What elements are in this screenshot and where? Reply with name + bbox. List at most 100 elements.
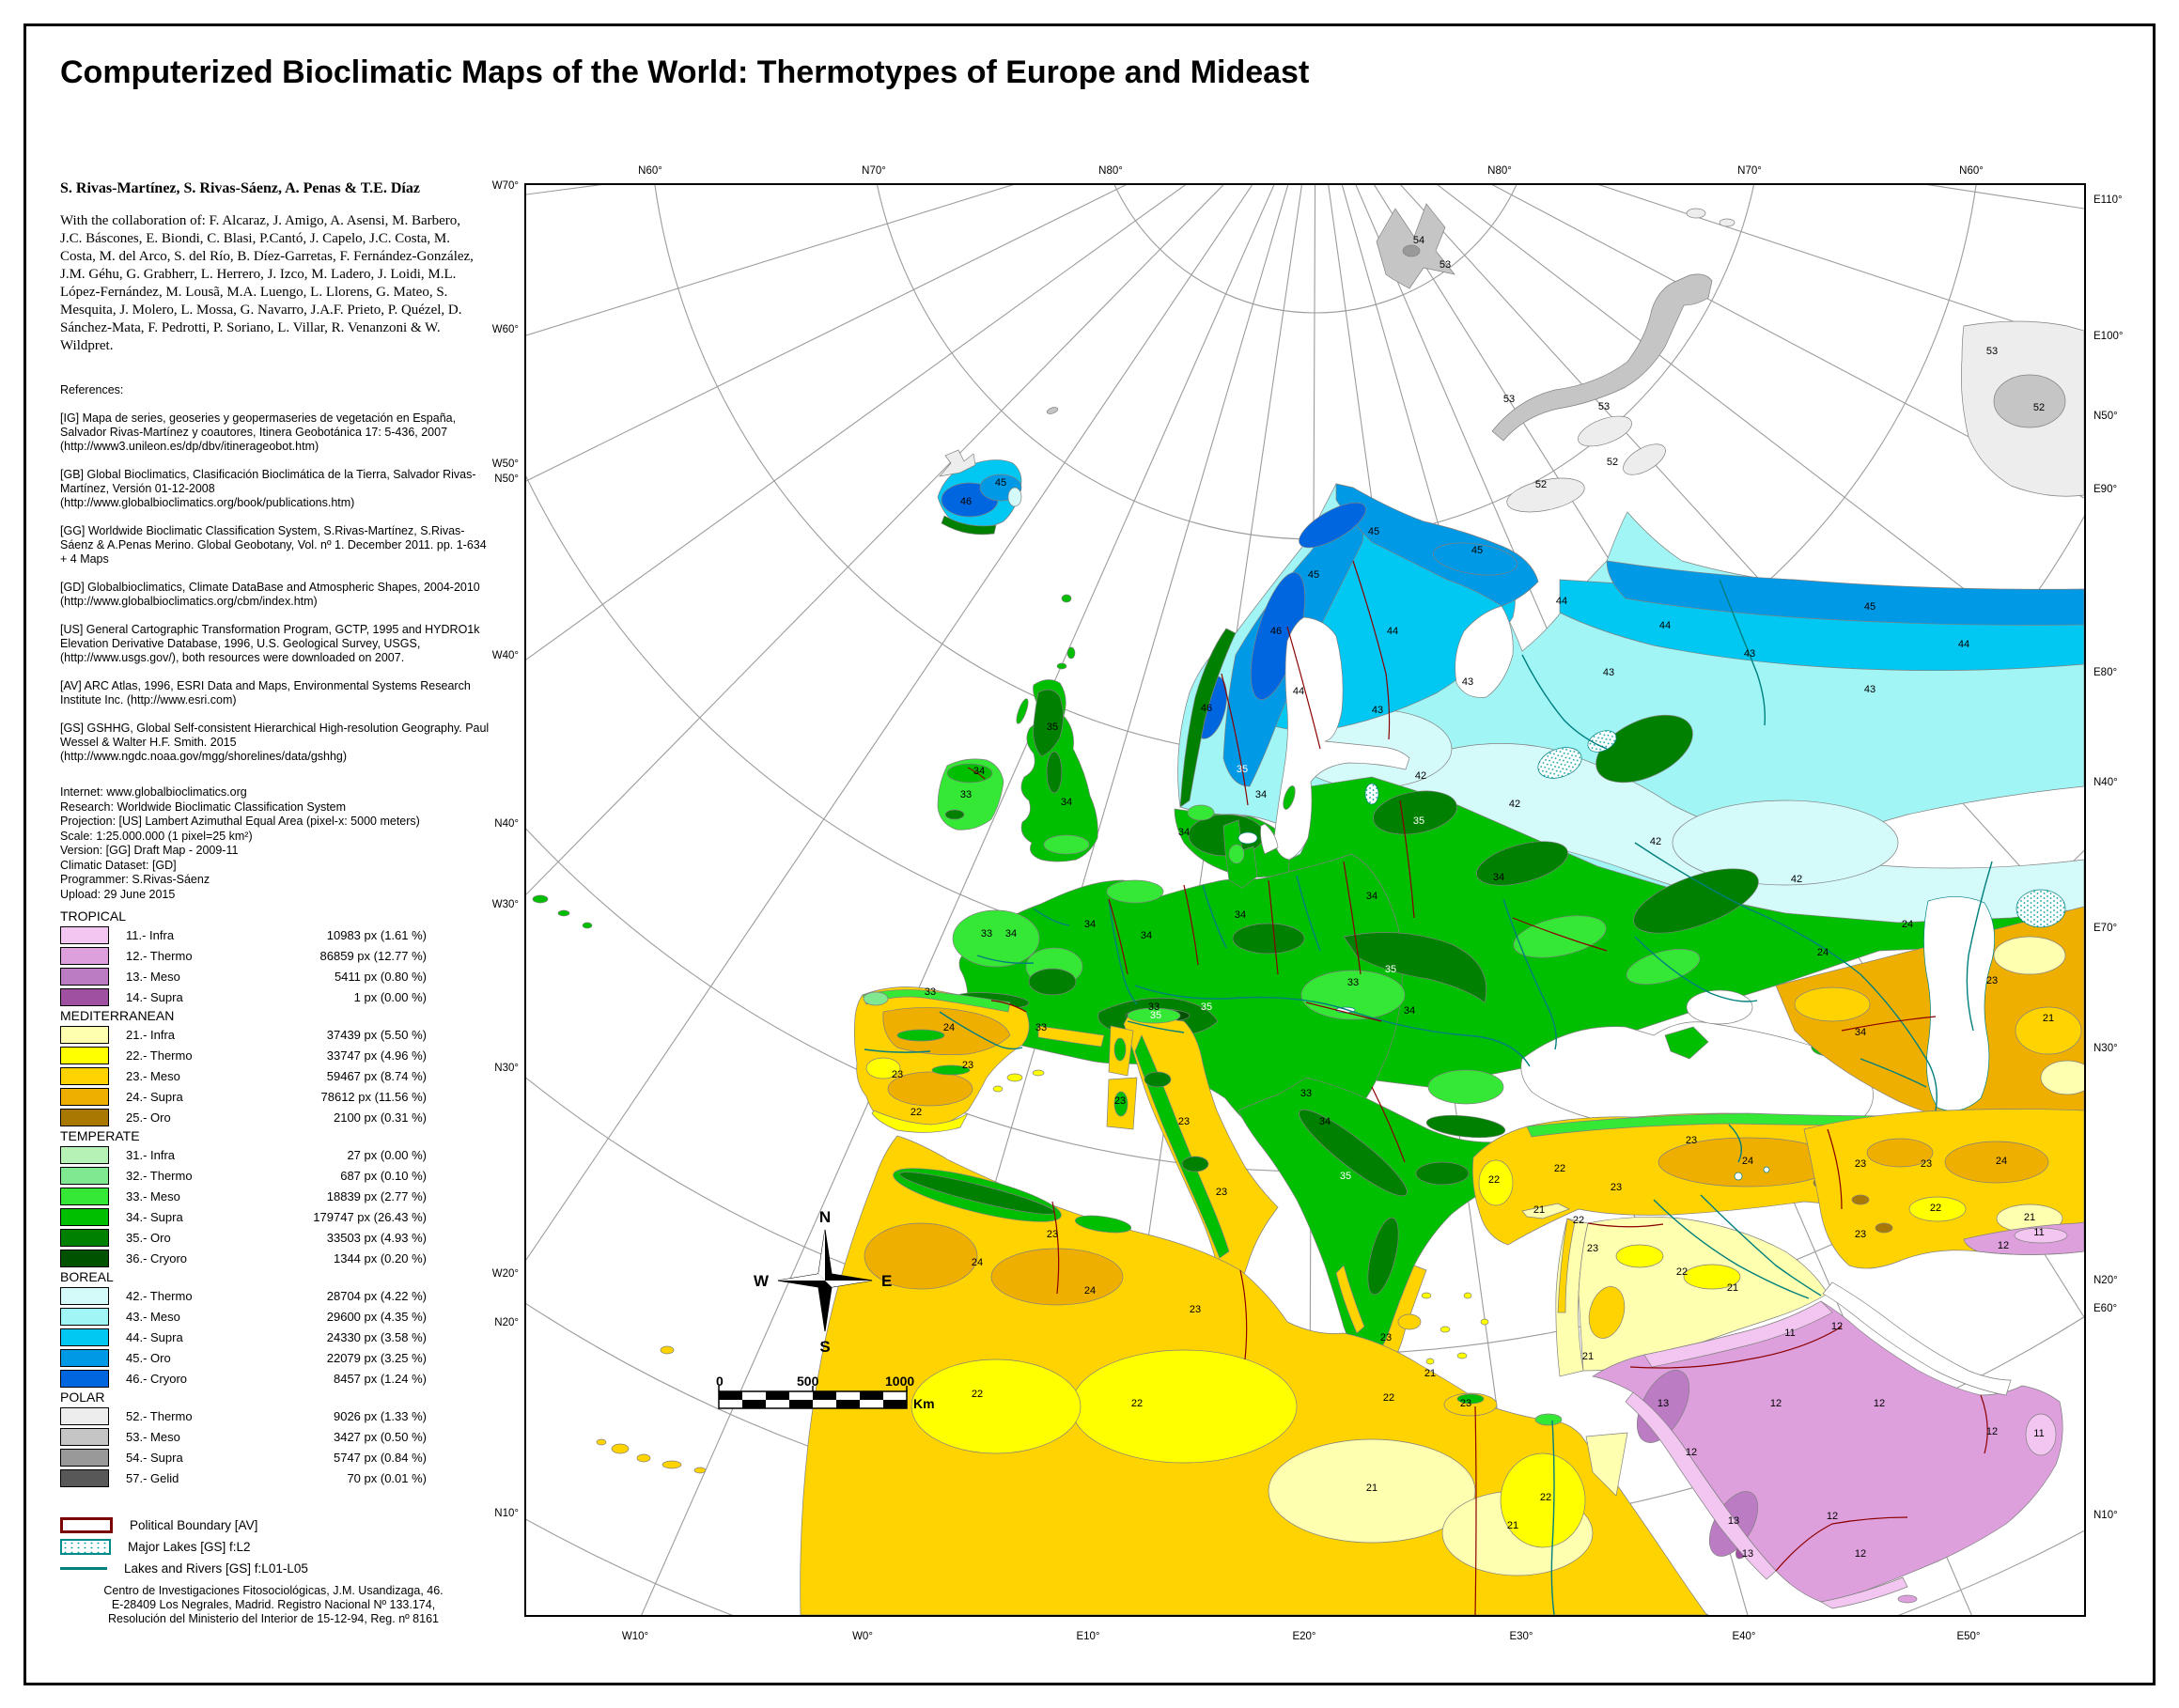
legend-swatch (60, 1108, 109, 1126)
political-boundary-swatch (60, 1517, 113, 1533)
region-label: 23 (962, 1060, 973, 1071)
region-label: 21 (1727, 1282, 1738, 1294)
graticule-label: W50° (491, 458, 519, 470)
legend-row: 32.- Thermo 687 px (0.10 %) (60, 1165, 436, 1186)
graticule-label: W30° (491, 899, 519, 910)
region-label: 33 (1300, 1088, 1312, 1099)
graticule-label: N60° (638, 165, 662, 177)
region-label: 22 (911, 1107, 922, 1118)
legend-swatch (60, 925, 109, 944)
gotland (1283, 785, 1296, 810)
legend-label: 53.- Meso (126, 1429, 180, 1444)
legend-swatch (60, 1286, 109, 1305)
graticule-label: E30° (1509, 1631, 1533, 1642)
region-label: 21 (2043, 1013, 2054, 1024)
graticule-label: E20° (1292, 1631, 1316, 1642)
region-label: 12 (1874, 1398, 1885, 1409)
legend: TROPICAL 11.- Infra 10983 px (1.61 %) 12.- … (60, 908, 436, 1488)
legend-value: 1344 px (0.20 %) (333, 1250, 427, 1265)
svalbard-supra (1402, 244, 1421, 257)
legend-row: 23.- Meso 59467 px (8.74 %) (60, 1065, 436, 1086)
legend-swatch (60, 1046, 109, 1064)
scale-bar: 0 500 1000 Km (716, 1374, 935, 1411)
references-block: References: [IG] Mapa de series, geoseri… (60, 383, 494, 778)
region-label: 43 (1462, 676, 1473, 688)
collaboration-paragraph: With the collaboration of: F. Alcaraz, J… (60, 213, 474, 353)
legend-swatch (60, 1207, 109, 1226)
region-label: 24 (972, 1257, 983, 1268)
legend-swatch (60, 1187, 109, 1205)
region-label: 33 (1148, 1002, 1160, 1013)
info-block: Internet: www.globalbioclimatics.org Rese… (60, 785, 494, 902)
region-label: 34 (1404, 1005, 1415, 1017)
scalebar-cell (766, 1400, 789, 1408)
graticule-label: W70° (491, 180, 519, 192)
graticule-label: E110° (2093, 194, 2123, 206)
scalebar-cell (860, 1400, 883, 1408)
legend-swatch (60, 1406, 109, 1425)
lake-vanern (1237, 831, 1258, 845)
region-label: 35 (1201, 1002, 1212, 1013)
legend-label: 54.- Supra (126, 1450, 183, 1465)
legend-row: 24.- Supra 78612 px (11.56 %) (60, 1086, 436, 1107)
region-label: 34 (1178, 827, 1190, 838)
region-label: 23 (1047, 1229, 1058, 1240)
region-label: 23 (1178, 1116, 1190, 1127)
region-label: 34 (1084, 919, 1096, 930)
iberia (853, 986, 1045, 1133)
region-label: 44 (1958, 639, 1969, 650)
legend-swatch (60, 1066, 109, 1085)
north-africa (800, 1135, 1709, 1615)
legend-value: 29600 px (4.35 %) (326, 1309, 427, 1324)
svg-text:500: 500 (797, 1374, 819, 1389)
graticule-label: W0° (852, 1631, 873, 1642)
region-label: 33 (981, 928, 992, 939)
region-label: 33 (1035, 1022, 1047, 1033)
region-label: 22 (1488, 1174, 1500, 1186)
legend-major-lakes: Major Lakes [GS] f:L2 (60, 1536, 436, 1558)
region-label: 13 (1742, 1548, 1753, 1560)
novaya-zemlya (1491, 273, 1713, 442)
region-label: 35 (1237, 764, 1248, 775)
svg-text:S: S (819, 1338, 830, 1356)
legend-label: 35.- Oro (126, 1230, 171, 1245)
region-label: 23 (1686, 1135, 1697, 1146)
region-label: 12 (1986, 1426, 1998, 1437)
region-label: 46 (1270, 626, 1282, 637)
region-label: 24 (1084, 1285, 1096, 1297)
socotra (1897, 1594, 1918, 1604)
info-line: Upload: 29 June 2015 (60, 887, 176, 901)
scalebar-cell (789, 1391, 813, 1400)
legend-value: 59467 px (8.74 %) (326, 1068, 427, 1083)
legend-value: 10983 px (1.61 %) (326, 927, 427, 942)
madeira (660, 1345, 675, 1355)
scalebar-cell (836, 1400, 860, 1408)
political-boundaries (967, 560, 1988, 1615)
region-label: 34 (1855, 1027, 1866, 1038)
baltic-sea (1273, 616, 1410, 861)
graticule-label: W60° (491, 324, 519, 335)
region-label: 21 (1507, 1520, 1518, 1531)
graticule-label: E70° (2093, 923, 2118, 934)
region-label: 45 (995, 477, 1006, 489)
reference-item: [IG] Mapa de series, geoseries y geoperm… (60, 411, 457, 453)
region-label: 24 (1742, 1156, 1753, 1167)
graticule-label: E100° (2093, 331, 2124, 342)
region-label: 12 (1831, 1321, 1843, 1332)
reference-item: [US] General Cartographic Transformation… (60, 623, 480, 664)
legend-label: 57.- Gelid (126, 1470, 179, 1485)
reference-item: [GB] Global Bioclimatics, Clasificación … (60, 468, 476, 509)
legend-label: 13.- Meso (126, 969, 180, 984)
legend-political-boundary: Political Boundary [AV] (60, 1514, 436, 1536)
region-labels: 53 53 52 52 54 53 53 52 45 46 46 45 45 45 44 44 44 44 43 43… (892, 235, 2054, 1560)
legend-row: 46.- Cryoro 8457 px (1.24 %) (60, 1368, 436, 1389)
region-label: 34 (1493, 872, 1504, 883)
region-label: 24 (1902, 919, 1913, 930)
region-label: 34 (973, 766, 985, 777)
region-label: 24 (1996, 1156, 2007, 1167)
graticule-label: E60° (2093, 1303, 2118, 1314)
political-boundary-label: Political Boundary [AV] (130, 1518, 258, 1532)
legend-row: 31.- Infra 27 px (0.00 %) (60, 1144, 436, 1165)
legend-swatch (60, 1145, 109, 1164)
